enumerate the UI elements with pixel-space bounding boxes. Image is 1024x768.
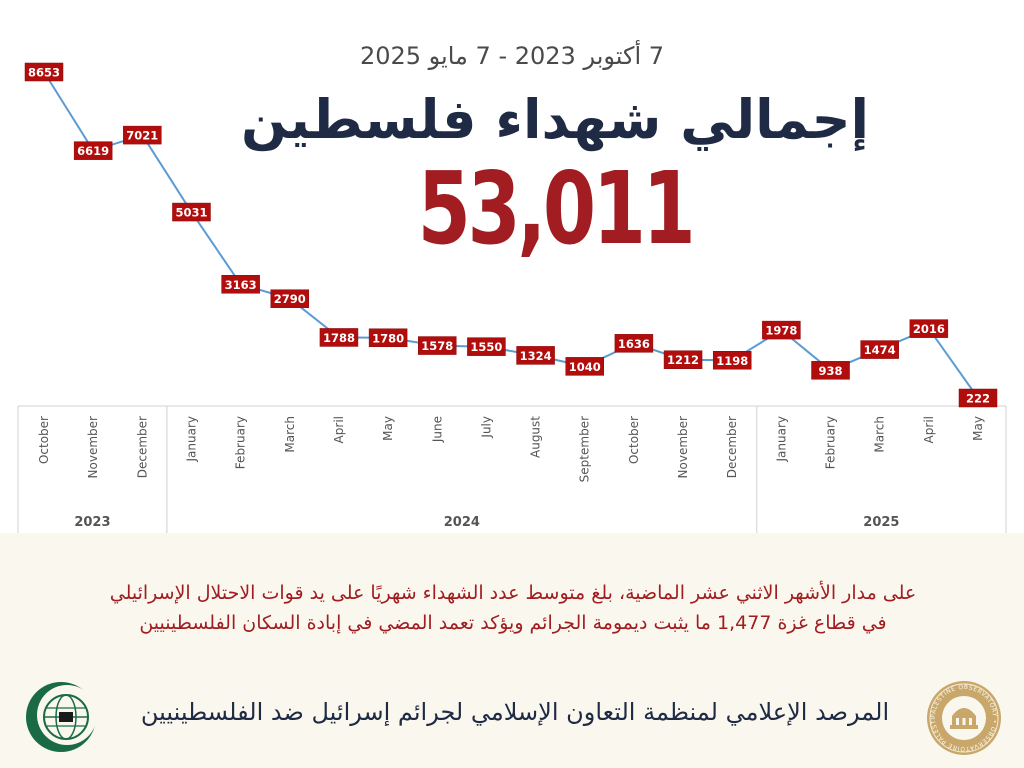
data-label: 1636 <box>618 337 650 351</box>
data-label-box <box>860 340 899 359</box>
data-point: 5031 <box>172 202 211 222</box>
oic-logo-icon <box>24 680 98 754</box>
data-label: 5031 <box>175 206 207 220</box>
data-label: 1780 <box>372 331 404 345</box>
observatory-seal-icon: PALESTINE OBSERVATORY • OBSERVATOIRE PAL… <box>923 675 1002 756</box>
x-tick-label: December <box>725 416 739 478</box>
chart-area: 2023 2024 2025 October November December Janua… <box>0 0 1024 533</box>
data-point: 1550 <box>467 337 506 356</box>
data-label: 1474 <box>864 343 896 357</box>
total-count: 53,011 <box>417 150 696 267</box>
description-line-1: على مدار الأشهر الاثني عشر الماضية، بلغ … <box>109 582 917 604</box>
data-point: 2016 <box>909 319 949 338</box>
data-label-box <box>958 388 998 408</box>
x-tick-label: September <box>578 416 592 482</box>
data-label-box <box>270 289 310 308</box>
x-tick-label: October <box>627 416 641 464</box>
data-point: 7021 <box>123 125 162 145</box>
data-label: 2016 <box>913 322 945 336</box>
x-tick-label: November <box>86 416 100 478</box>
x-tick-label: May <box>381 416 395 441</box>
data-point: 1788 <box>319 328 359 347</box>
x-tick-label: July <box>479 416 493 439</box>
x-tick-label: April <box>332 416 346 443</box>
data-label-box <box>909 319 949 338</box>
data-label: 1324 <box>520 349 552 363</box>
data-label: 1198 <box>716 354 748 368</box>
year-label: 2024 <box>444 515 480 530</box>
data-label-box <box>467 337 506 356</box>
data-label: 1550 <box>470 340 502 354</box>
data-point: 8653 <box>24 62 64 82</box>
x-tick-label: February <box>824 416 838 469</box>
x-tick-label: October <box>37 416 51 464</box>
data-label-box <box>712 351 752 370</box>
x-axis: 2023 2024 2025 October November December Janua… <box>17 405 1007 533</box>
data-labels: 8653 6619 7021 5031 3163 2790 1788 1780 1578 1550… <box>24 62 998 408</box>
data-point: 1040 <box>565 357 604 376</box>
x-tick-label: February <box>234 416 248 469</box>
data-label-box <box>565 357 604 376</box>
data-point: 1474 <box>860 340 899 359</box>
line-chart: 2023 2024 2025 October November December Janua… <box>17 62 1007 533</box>
page-title: إجمالي شهداء فلسطين <box>240 88 870 151</box>
data-label: 1212 <box>667 353 699 367</box>
data-point: 1780 <box>368 328 408 348</box>
x-tick-label: April <box>922 416 936 443</box>
data-point: 1324 <box>516 346 555 365</box>
data-label-box <box>368 328 408 348</box>
data-label: 1788 <box>323 331 355 345</box>
data-point: 1198 <box>712 351 752 370</box>
organization-name: المرصد الإعلامي لمنظمة التعاون الإسلامي … <box>140 698 890 726</box>
x-tick-label: March <box>873 416 887 453</box>
x-tick-label: May <box>971 416 985 441</box>
data-label: 2790 <box>274 292 306 306</box>
data-point: 1636 <box>614 334 654 353</box>
data-label-box <box>221 275 260 294</box>
data-label: 3163 <box>225 278 257 292</box>
data-point: 1978 <box>762 320 801 340</box>
x-tick-label: December <box>135 416 149 478</box>
year-label: 2023 <box>74 515 110 530</box>
data-label-box <box>172 202 211 222</box>
date-range: 7 أكتوبر 2023 - 7 مايو 2025 <box>359 42 665 70</box>
x-tick-label: January <box>774 416 788 463</box>
x-tick-label: November <box>676 416 690 478</box>
data-point: 1212 <box>663 350 703 369</box>
year-label: 2025 <box>863 515 899 530</box>
data-label-box <box>123 125 162 145</box>
x-tick-label: August <box>529 416 543 458</box>
data-label-box <box>516 346 555 365</box>
data-label: 222 <box>966 392 990 406</box>
data-label: 8653 <box>28 66 60 80</box>
data-point: 3163 <box>221 275 260 294</box>
data-point: 222 <box>958 388 998 408</box>
data-label-box <box>762 320 801 340</box>
data-point: 6619 <box>73 141 113 160</box>
data-label-box <box>73 141 113 160</box>
x-tick-label: March <box>283 416 297 453</box>
data-point: 1578 <box>418 336 457 355</box>
data-label-box <box>24 62 64 82</box>
data-label: 1578 <box>421 339 453 353</box>
data-label-box <box>418 336 457 355</box>
data-label-box <box>663 350 703 369</box>
data-point: 938 <box>811 361 850 380</box>
data-point: 2790 <box>270 289 310 308</box>
data-label: 6619 <box>77 144 109 158</box>
data-label: 938 <box>819 364 843 378</box>
data-label-box <box>319 328 359 347</box>
data-label-box <box>811 361 850 380</box>
x-tick-label: June <box>430 416 444 443</box>
description-line-2: في قطاع غزة 1,477 ما يثبت ديمومة الجرائم… <box>139 612 887 634</box>
data-label: 1040 <box>569 360 601 374</box>
data-label: 7021 <box>126 129 158 143</box>
x-tick-label: January <box>184 416 198 463</box>
data-label-box <box>614 334 654 353</box>
description: على مدار الأشهر الاثني عشر الماضية، بلغ … <box>40 578 986 638</box>
data-label: 1978 <box>765 324 797 338</box>
